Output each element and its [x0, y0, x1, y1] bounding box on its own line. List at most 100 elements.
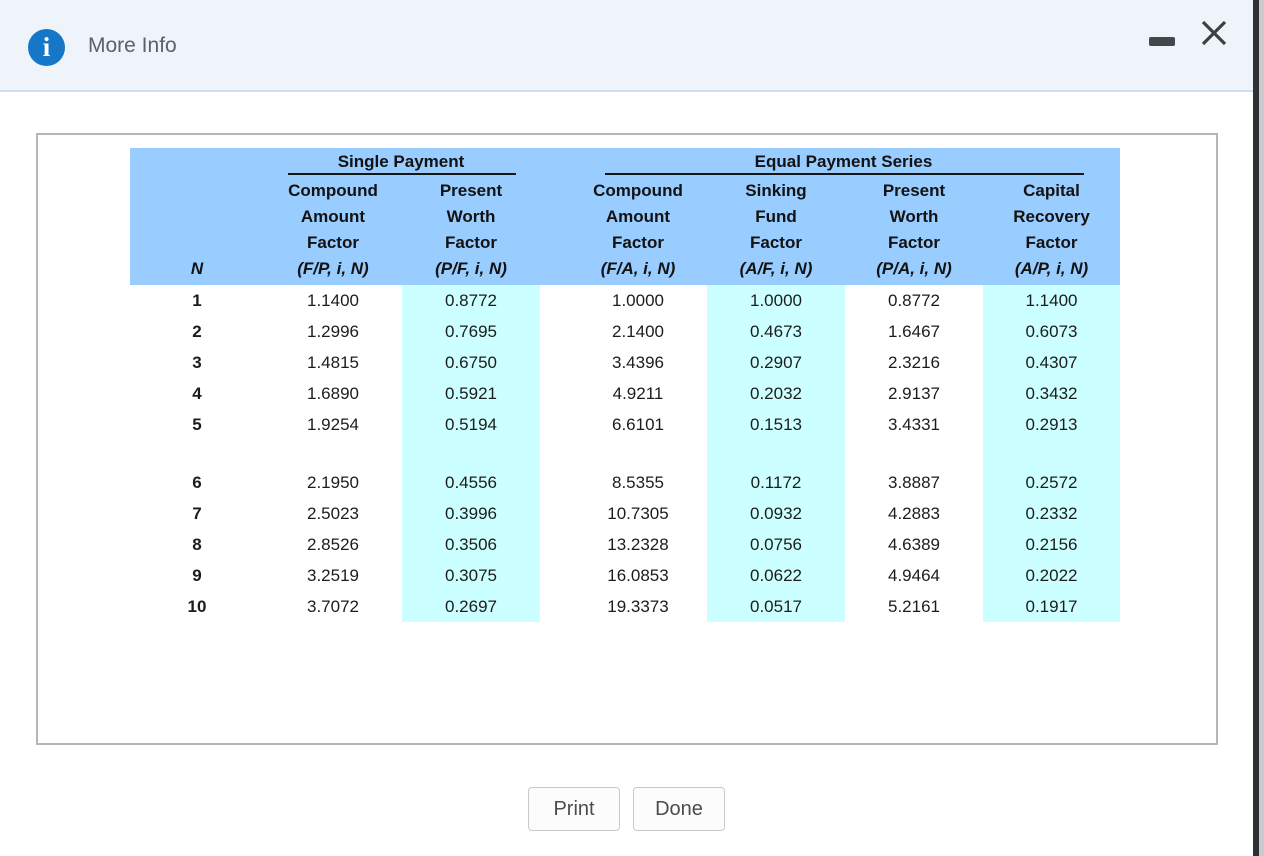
more-info-panel: Single Payment Equal Payment Series N Compo… [36, 133, 1218, 745]
table-cell-fp: 1.6890 [264, 378, 402, 409]
factor-table: Single Payment Equal Payment Series N Compo… [130, 148, 1120, 622]
gap-cell [540, 591, 569, 622]
table-cell-fp: 2.1950 [264, 467, 402, 498]
table-cell-af: 1.0000 [707, 285, 845, 316]
table-cell-ap: 0.2156 [983, 529, 1120, 560]
table-cell-n: 10 [130, 591, 264, 622]
table-cell-fp: 1.4815 [264, 347, 402, 378]
table-cell-pa: 1.6467 [845, 316, 983, 347]
table-cell-ap: 0.6073 [983, 316, 1120, 347]
dialog-titlebar: i More Info [0, 0, 1253, 92]
table-cell-n: 5 [130, 409, 264, 440]
column-header-formula: N [190, 259, 204, 278]
gap-cell [540, 378, 569, 409]
table-cell-pf: 0.8772 [402, 285, 540, 316]
gap-cell [540, 560, 569, 591]
table-cell-fp: 2.8526 [264, 529, 402, 560]
table-cell-pf: 0.3996 [402, 498, 540, 529]
window-edge-light [1259, 0, 1264, 856]
group-header-label: Equal Payment Series [604, 152, 1085, 175]
close-button[interactable] [1198, 17, 1230, 49]
header-spacer [130, 148, 264, 178]
close-icon [1201, 20, 1227, 46]
minimize-button[interactable] [1149, 37, 1175, 46]
dialog-footer: Print Done [0, 787, 1253, 831]
table-cell-n: 6 [130, 467, 264, 498]
table-cell-pa: 4.6389 [845, 529, 983, 560]
column-header-formula: (P/F, i, N) [435, 259, 507, 278]
table-cell-n: 9 [130, 560, 264, 591]
table-cell-ap: 0.2022 [983, 560, 1120, 591]
table-cell-fa [569, 440, 707, 467]
table-cell-pf [402, 440, 540, 467]
done-button[interactable]: Done [633, 787, 725, 831]
table-row: 3 1.4815 0.6750 3.4396 0.2907 2.3216 0.4307 [130, 347, 1120, 378]
table-cell-fp: 3.7072 [264, 591, 402, 622]
table-row: 7 2.5023 0.3996 10.7305 0.0932 4.2883 0.2332 [130, 498, 1120, 529]
column-header-n: N [130, 178, 264, 285]
table-cell-af [707, 440, 845, 467]
table-cell-n: 7 [130, 498, 264, 529]
table-cell-pa: 4.2883 [845, 498, 983, 529]
table-row: 9 3.2519 0.3075 16.0853 0.0622 4.9464 0.2022 [130, 560, 1120, 591]
table-cell-ap: 0.2332 [983, 498, 1120, 529]
table-cell-ap [983, 440, 1120, 467]
window-edge [1253, 0, 1264, 856]
column-header-formula: (P/A, i, N) [876, 259, 952, 278]
column-header-line: Amount [605, 207, 671, 226]
table-cell-n: 3 [130, 347, 264, 378]
table-cell-fp: 1.2996 [264, 316, 402, 347]
column-header-formula: (A/F, i, N) [739, 259, 813, 278]
window-edge-dark [1253, 0, 1259, 856]
column-header-line: Factor [307, 233, 359, 252]
column-header-formula: (F/P, i, N) [297, 259, 369, 278]
table-cell-pa: 2.3216 [845, 347, 983, 378]
table-cell-fp [264, 440, 402, 467]
column-header-formula: (A/P, i, N) [1014, 259, 1089, 278]
table-cell-pf: 0.3506 [402, 529, 540, 560]
group-header-label: Single Payment [287, 152, 517, 175]
table-cell-af: 0.0517 [707, 591, 845, 622]
table-cell-af: 0.1172 [707, 467, 845, 498]
table-cell-fp: 1.1400 [264, 285, 402, 316]
table-row: 10 3.7072 0.2697 19.3373 0.0517 5.2161 0.1917 [130, 591, 1120, 622]
table-row: 6 2.1950 0.4556 8.5355 0.1172 3.8887 0.2572 [130, 467, 1120, 498]
column-header-pf: Present Worth Factor (P/F, i, N) [402, 178, 540, 285]
table-cell-pf: 0.6750 [402, 347, 540, 378]
table-cell-pf: 0.2697 [402, 591, 540, 622]
column-header-line: Factor [1025, 233, 1078, 252]
table-cell-fa: 6.6101 [569, 409, 707, 440]
table-cell-ap: 0.1917 [983, 591, 1120, 622]
print-button[interactable]: Print [528, 787, 620, 831]
table-cell-pf: 0.4556 [402, 467, 540, 498]
table-cell-pa: 4.9464 [845, 560, 983, 591]
table-cell-fp: 2.5023 [264, 498, 402, 529]
column-header-fa: Compound Amount Factor (F/A, i, N) [569, 178, 707, 285]
table-cell-pa: 2.9137 [845, 378, 983, 409]
info-icon: i [28, 29, 65, 66]
table-cell-ap: 0.3432 [983, 378, 1120, 409]
column-header-line: Worth [889, 207, 939, 226]
table-cell-ap: 0.2913 [983, 409, 1120, 440]
table-cell-n: 2 [130, 316, 264, 347]
column-header-fp: Compound Amount Factor (F/P, i, N) [264, 178, 402, 285]
table-cell-pa: 5.2161 [845, 591, 983, 622]
gap-cell [540, 347, 569, 378]
table-row: 2 1.2996 0.7695 2.1400 0.4673 1.6467 0.6073 [130, 316, 1120, 347]
table-gap-row [130, 440, 1120, 467]
column-header-line: Factor [612, 233, 664, 252]
table-cell-pa [845, 440, 983, 467]
table-row: 8 2.8526 0.3506 13.2328 0.0756 4.6389 0.2156 [130, 529, 1120, 560]
table-cell-af: 0.0756 [707, 529, 845, 560]
column-header-line: Compound [593, 181, 683, 200]
gap-cell [540, 498, 569, 529]
column-header-af: Sinking Fund Factor (A/F, i, N) [707, 178, 845, 285]
table-cell-fa: 3.4396 [569, 347, 707, 378]
gap-cell [540, 285, 569, 316]
table-cell-pf: 0.5194 [402, 409, 540, 440]
table-cell-pf: 0.3075 [402, 560, 540, 591]
table-cell-n: 1 [130, 285, 264, 316]
column-header-line: Factor [750, 233, 802, 252]
table-cell-af: 0.0622 [707, 560, 845, 591]
gap-cell [540, 409, 569, 440]
